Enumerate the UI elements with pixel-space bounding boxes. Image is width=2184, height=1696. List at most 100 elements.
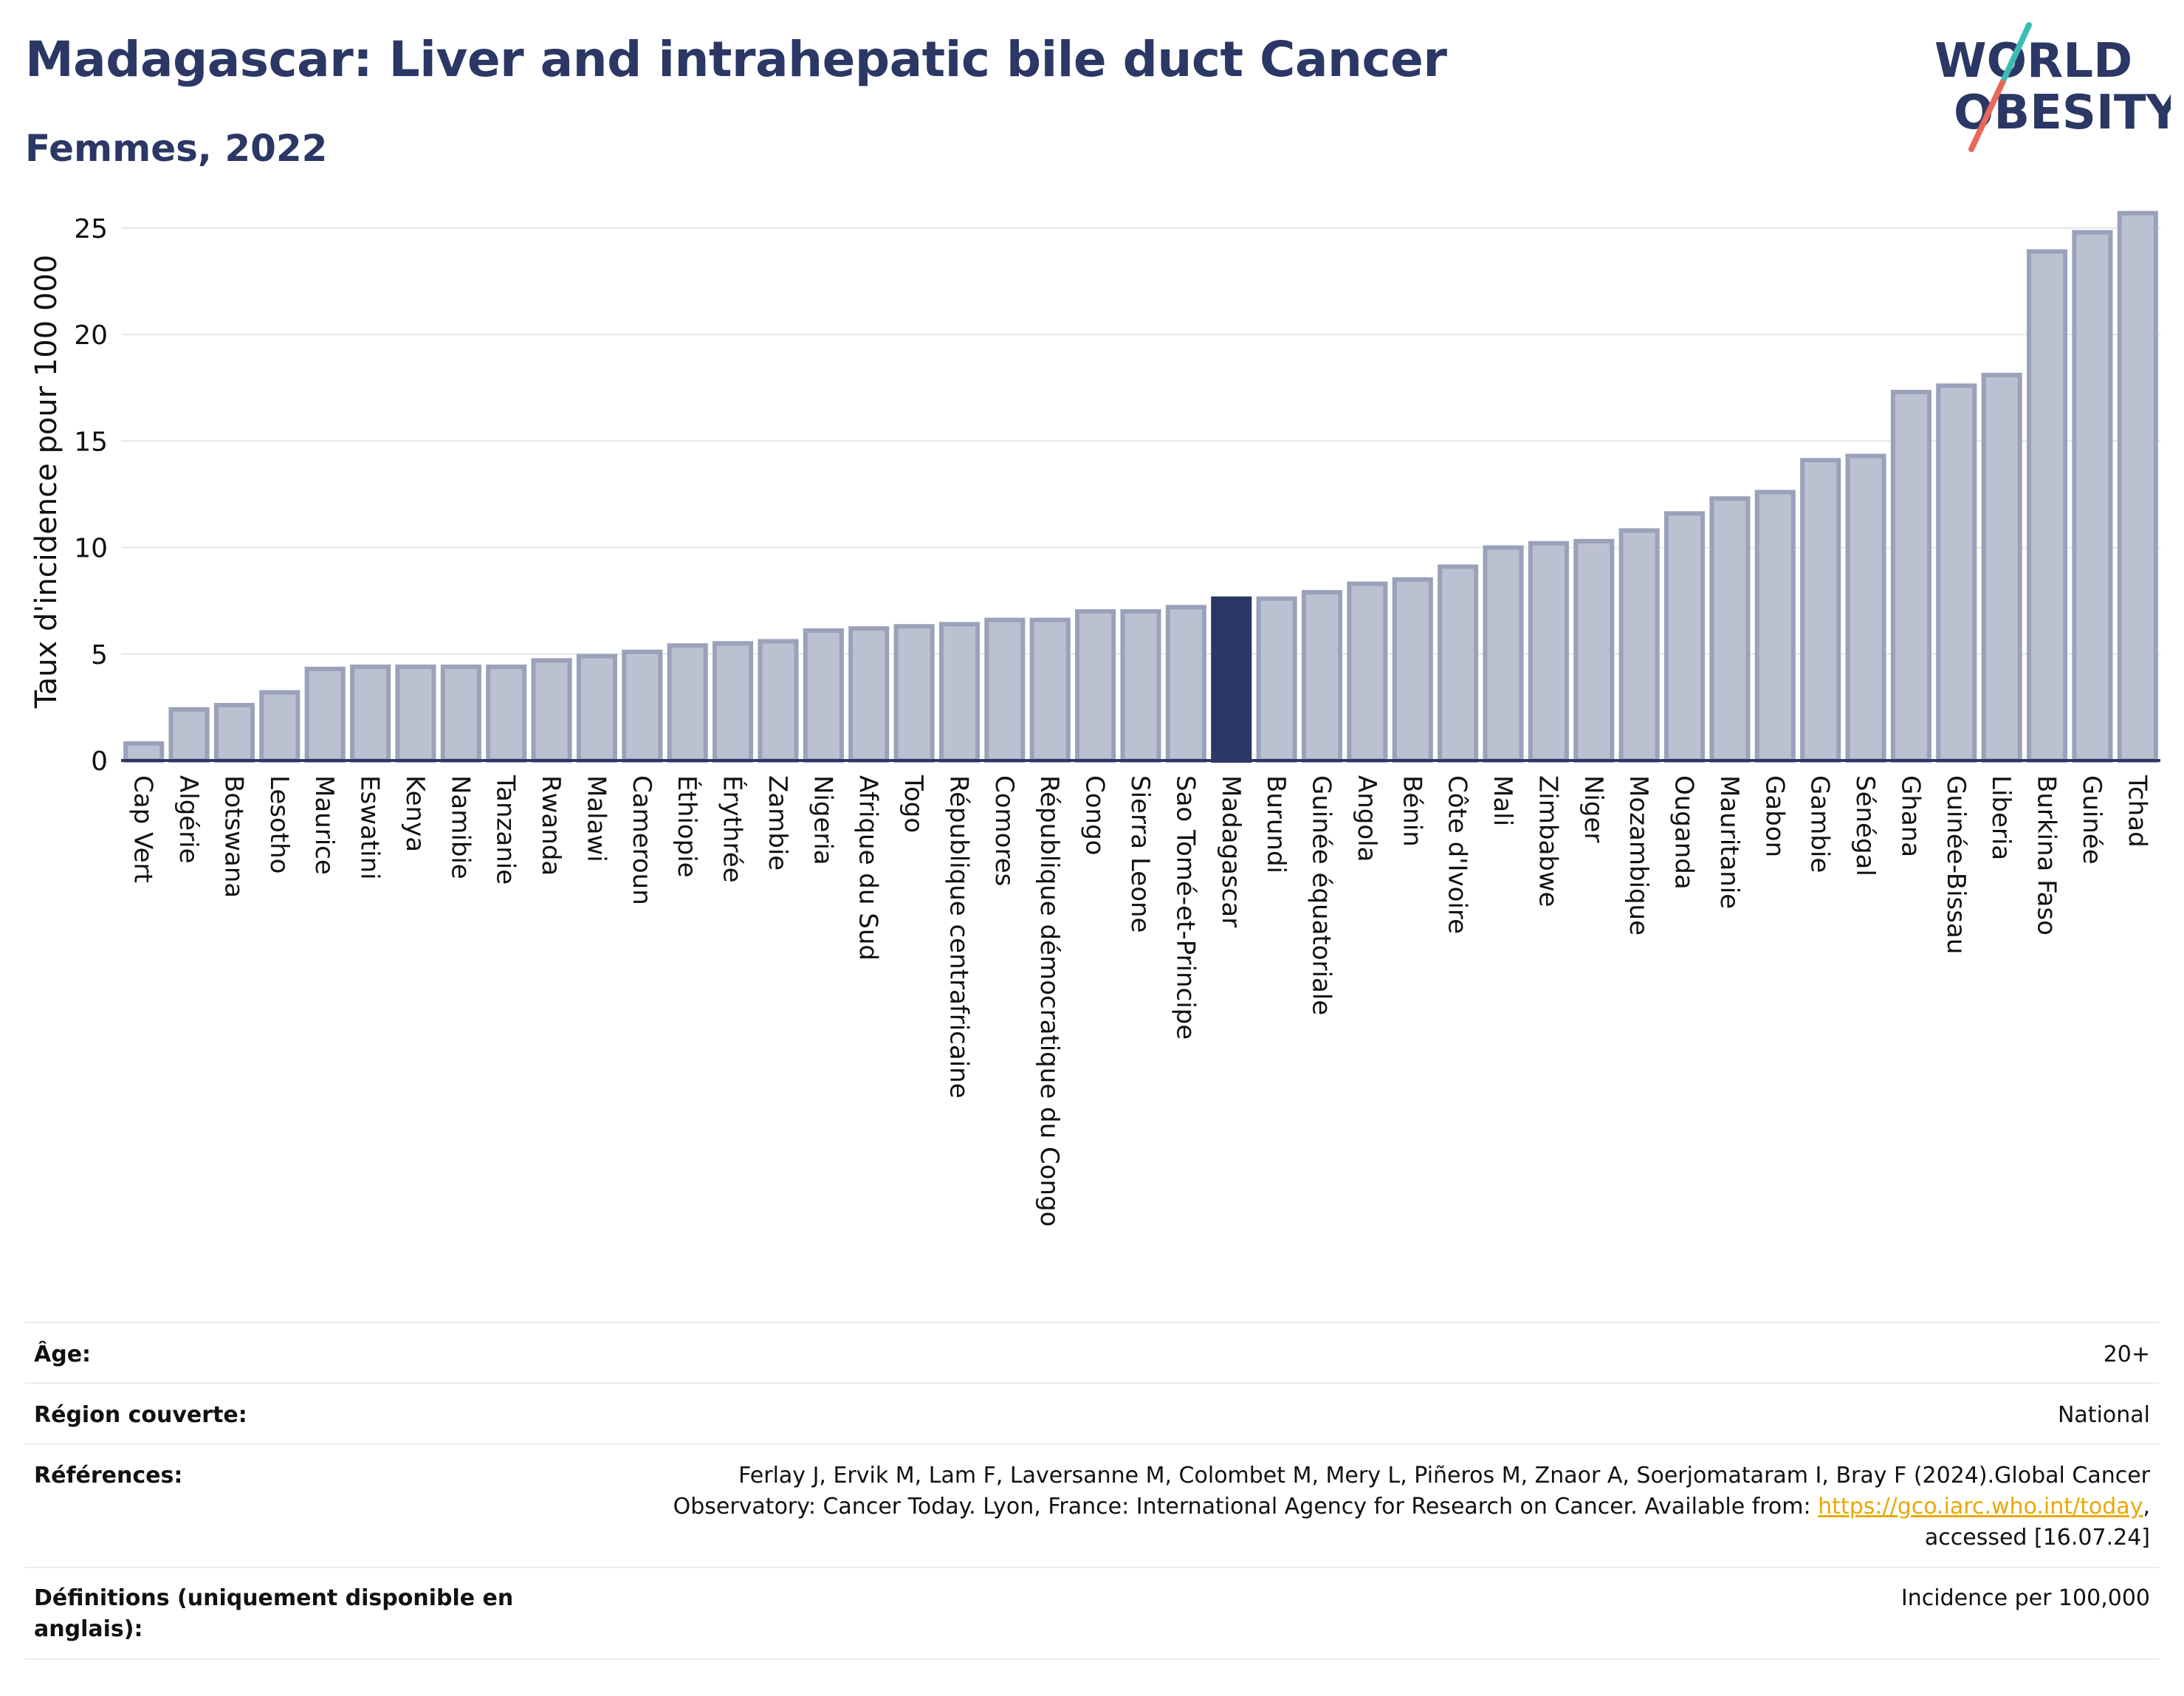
definitions-label: Définitions (uniquement disponible en an…: [34, 1583, 513, 1645]
x-tick-label: Botswana: [219, 775, 248, 898]
references-label: Références:: [34, 1463, 183, 1489]
x-tick-label: Ghana: [1895, 775, 1925, 857]
x-tick-label: Liberia: [1986, 775, 2016, 860]
logo-slash-bottom: [1968, 80, 2005, 152]
x-tick-label: Kenya: [400, 775, 430, 852]
references-line-1: Ferlay J, Ervik M, Lam F, Laversanne M, …: [738, 1463, 2150, 1489]
y-tick-label: 20: [74, 320, 108, 351]
bar: [758, 639, 799, 763]
bar: [1256, 596, 1297, 763]
bar: [667, 643, 708, 763]
x-tick-label: Madagascar: [1216, 775, 1246, 927]
bar: [1347, 581, 1388, 763]
x-tick-label: Ouganda: [1669, 775, 1699, 890]
bar: [622, 649, 663, 763]
bar: [168, 707, 210, 763]
bar: [1800, 458, 1841, 763]
x-tick-label: Sierra Leone: [1125, 775, 1155, 933]
x-tick-label: Rwanda: [536, 775, 566, 876]
world-obesity-logo: WORLD OBESITY: [1934, 22, 2171, 152]
y-tick-label: 15: [74, 427, 108, 457]
x-tick-label: Togo: [899, 775, 928, 833]
age-value: 20+: [2103, 1342, 2150, 1367]
references-line-2: Observatory: Cancer Today. Lyon, France:…: [230, 1491, 2150, 1522]
bar: [531, 658, 572, 763]
definitions-label-line-2: anglais):: [34, 1616, 143, 1642]
bar: [350, 665, 391, 763]
chart-title: Madagascar: Liver and intrahepatic bile …: [25, 31, 1447, 88]
references-value: Ferlay J, Ervik M, Lam F, Laversanne M, …: [230, 1460, 2150, 1553]
y-axis-label: Taux d'incidence pour 100 000: [30, 255, 63, 709]
y-tick-label: 10: [74, 534, 108, 564]
x-tick-label: Eswatini: [355, 775, 385, 880]
x-tick-label: Malawi: [581, 775, 611, 862]
bar: [2117, 210, 2158, 763]
bar: [1573, 538, 1615, 763]
bar: [1845, 453, 1886, 763]
bar: [1483, 545, 1524, 763]
meta-divider: [25, 1382, 2159, 1384]
bar: [2027, 249, 2068, 763]
bar: [848, 626, 890, 763]
x-tick-label: Lesotho: [264, 775, 294, 873]
bar: [1438, 564, 1479, 763]
region-value: National: [2057, 1402, 2150, 1428]
bars: [123, 210, 2158, 763]
y-tick-label: 0: [91, 746, 108, 777]
y-axis-ticks: 0 5 10 15 20 25: [74, 214, 108, 777]
bar: [893, 624, 935, 763]
x-tick-label: Côte d'Ivoire: [1443, 775, 1472, 934]
x-tick-label: Angola: [1352, 775, 1381, 862]
bar: [259, 690, 301, 763]
y-tick-label: 25: [74, 214, 108, 244]
bar: [440, 665, 481, 763]
bar: [1392, 577, 1433, 763]
references-line-3: accessed [16.07.24]: [1924, 1525, 2150, 1551]
bar: [304, 666, 346, 763]
x-tick-label: Cameroun: [627, 775, 656, 905]
x-tick-label: Afrique du Sud: [854, 775, 883, 961]
bar: [1120, 609, 1161, 763]
x-tick-label: Cap Vert: [128, 775, 158, 883]
meta-divider: [25, 1322, 2159, 1323]
x-tick-label: Tchad: [2122, 775, 2152, 848]
x-axis-labels: Cap Vert Algérie Botswana Lesotho Maurice Esw…: [128, 775, 2152, 1226]
x-tick-label: Gabon: [1759, 775, 1789, 857]
x-tick-label: Maurice: [309, 775, 339, 875]
bar: [1709, 496, 1751, 763]
logo-word-world: WORLD: [1934, 34, 2132, 89]
y-tick-label: 5: [91, 640, 108, 670]
bar: [1981, 372, 2022, 763]
x-tick-label: République centrafricaine: [944, 775, 973, 1099]
x-tick-label: Mauritanie: [1714, 775, 1744, 909]
meta-divider: [25, 1658, 2159, 1660]
region-label: Région couverte:: [34, 1402, 247, 1428]
meta-divider: [25, 1443, 2159, 1445]
x-tick-label: Guinée équatoriale: [1307, 775, 1336, 1015]
x-tick-label: Sao Tomé-et-Principe: [1170, 775, 1200, 1040]
bar: [1075, 609, 1116, 763]
chart-subtitle: Femmes, 2022: [25, 127, 328, 170]
bar: [1663, 511, 1706, 763]
bar: [395, 665, 436, 763]
bar: [1936, 383, 1977, 763]
x-tick-label: Guinée: [2077, 775, 2106, 865]
bar: [712, 641, 754, 763]
x-tick-label: Nigeria: [808, 775, 837, 865]
bar-chart: 0 5 10 15 20 25 Cap Vert Algérie Botswana Lesoth…: [30, 210, 2160, 1226]
references-line-2-end: ,: [2143, 1494, 2150, 1520]
bar-highlighted: [1211, 596, 1252, 763]
age-label: Âge:: [34, 1342, 92, 1367]
references-link[interactable]: https://gco.iarc.who.int/today: [1818, 1494, 2143, 1520]
bar: [1528, 540, 1569, 763]
x-tick-label: Zimbabwe: [1533, 775, 1562, 907]
bar: [1618, 528, 1660, 763]
x-tick-label: Niger: [1579, 775, 1608, 842]
x-tick-label: Tanzanie: [491, 775, 521, 885]
x-tick-label: Burundi: [1261, 775, 1291, 873]
bar: [1165, 605, 1206, 763]
x-tick-label: Sénégal: [1850, 775, 1880, 876]
definitions-value: Incidence per 100,000: [1900, 1585, 2150, 1611]
bar: [1301, 590, 1343, 763]
x-tick-label: Burkina Faso: [2032, 775, 2061, 935]
